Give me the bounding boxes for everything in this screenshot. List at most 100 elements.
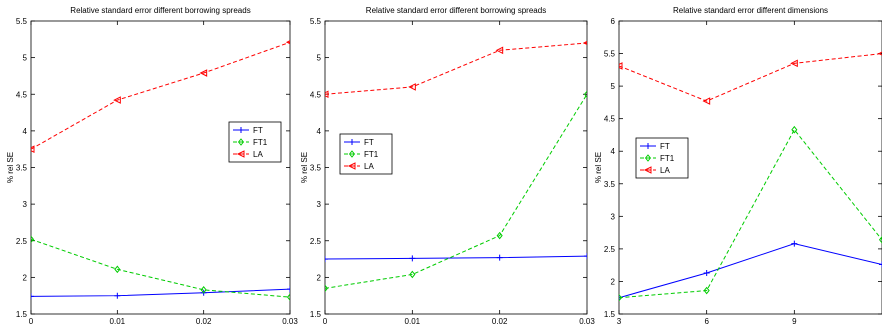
panel-3-ft-point-3	[791, 240, 798, 247]
panel-3-series-la	[619, 51, 882, 105]
panel-3-ytick-label: 1.5	[604, 310, 616, 319]
panel-3-series-ft	[619, 240, 882, 301]
panel-3-ft1-point-2	[703, 286, 710, 295]
panel-1-ft-point-1	[31, 293, 34, 300]
panel-1-title: Relative standard error different borrow…	[70, 6, 250, 15]
panel-2-legend-ft-label: FT	[364, 138, 374, 147]
panel-1-series-la	[31, 40, 290, 153]
panel-2-ytick-label: 2.5	[310, 237, 322, 246]
panel-3-legend-box	[635, 137, 689, 179]
panel-2-ytick-label: 4	[317, 127, 322, 136]
panel-1-xtick-label: 0.01	[110, 317, 126, 326]
panel-1-la-point-3	[199, 69, 208, 77]
panel-1-ft1-point-4	[286, 293, 290, 301]
panel-3-ft1-line	[619, 128, 882, 299]
panel-2-ft-point-2	[409, 255, 416, 262]
panel-1-ytick-label: 2.5	[16, 237, 28, 246]
panel-3-la-point-2	[702, 97, 711, 105]
panel-3-ytick-label: 3	[611, 212, 616, 221]
panel-1-legend-ft1-marker	[237, 138, 245, 146]
panel-3-ytick-label: 5	[611, 82, 616, 91]
panel-3-ft-point-4	[879, 261, 882, 268]
panel-3-legend-ft1-marker	[644, 154, 652, 162]
panel-1-ft-line	[31, 288, 290, 297]
panel-1-ytick-label: 3.5	[16, 164, 28, 173]
panel-3-ytick-label: 2	[611, 277, 616, 286]
panel-2-ft-point-3	[496, 254, 503, 261]
panel-3-ft-point-2	[703, 269, 710, 276]
panel-1-ytick-label: 2	[23, 273, 28, 282]
panel-1-legend: FT FT1 LA	[228, 121, 282, 163]
panel-1-legend-ft1-label: FT1	[253, 138, 268, 147]
panel-2-la-point-2	[408, 83, 416, 91]
panel-2-xtick-label: 0.02	[492, 317, 508, 326]
panel-1-ytick-label: 3	[23, 200, 28, 209]
panel-3-legend-ft-marker	[645, 143, 651, 149]
panel-2-ft1-point-3	[496, 231, 503, 240]
panel-1-la-line	[31, 41, 290, 150]
panel-3-ytick-label: 4	[611, 147, 616, 156]
panel-2-legend-ft1-label: FT1	[364, 150, 379, 159]
panel-2-la-point-3	[495, 46, 504, 55]
panel-3-ytick-label: 5.5	[604, 50, 616, 59]
panel-3-legend-ft1-label: FT1	[660, 154, 675, 163]
panel-1-ytick-label: 1.5	[16, 310, 28, 319]
panel-1-legend-la-label: LA	[253, 150, 263, 159]
panel-1-ft1-point-1	[31, 235, 35, 244]
panel-2-ytick-label: 4.5	[310, 90, 322, 99]
panel-2-ytick-label: 5	[317, 54, 322, 63]
panel-1-ytick-label: 5	[23, 54, 28, 63]
panel-2-legend: FT FT1 LA	[339, 133, 393, 175]
panel-2-ft1-point-1	[325, 284, 329, 293]
panel-3-la-line	[619, 53, 882, 102]
panel-2-la-line	[325, 42, 587, 95]
panel-2-legend-la-marker	[347, 162, 356, 170]
panel-2-ft1-point-2	[409, 270, 416, 279]
panel-3-ytick-label: 3.5	[604, 180, 616, 189]
panel-2-ytick-label: 3	[317, 200, 322, 209]
panel-1-ytick-label: 4.5	[16, 90, 28, 99]
panel-3-legend-la-label: LA	[660, 166, 670, 175]
panel-1-ft-point-4	[287, 286, 290, 293]
panel-1-xtick-label: 0.02	[196, 317, 212, 326]
panel-2-legend-ft1-marker	[348, 150, 356, 158]
panel-2-legend-la-label: LA	[364, 162, 374, 171]
panel-1-legend-ft-marker	[238, 127, 244, 133]
panel-3-ft1-point-4	[878, 235, 882, 244]
panel-2-title: Relative standard error different borrow…	[366, 6, 546, 15]
panel-2-series-ft1	[325, 90, 587, 293]
panel-2-xtick-label: 0.01	[405, 317, 421, 326]
panel-1-legend-ft-label: FT	[253, 126, 263, 135]
panel-3-legend-ft-label: FT	[660, 142, 670, 151]
panel-3-la-point-1	[619, 62, 623, 70]
panel-3-legend: FT FT1 LA	[635, 137, 689, 179]
panel-1-series-ft1	[31, 235, 290, 301]
panel-2-ytick-label: 1.5	[310, 310, 322, 319]
panel-3-ft-line	[619, 243, 882, 299]
panel-2-ytick-label: 2	[317, 273, 322, 282]
panel-1-ylabel: % rel SE	[6, 152, 15, 183]
panel-3-xtick-label: 3	[617, 317, 622, 326]
panel-2-xtick-label: 0.03	[579, 317, 595, 326]
panel-1-la-point-2	[113, 96, 121, 104]
panel-2-ylabel: % rel SE	[300, 152, 309, 183]
panel-3: Relative standard error different dimens…	[594, 6, 882, 328]
panel-3-series-ft1	[619, 125, 882, 302]
panel-2-xtick-label: 0	[323, 317, 328, 326]
panel-2-ytick-label: 5.5	[310, 17, 322, 26]
panel-3-xtick-label: 6	[704, 317, 709, 326]
panel-1-ft1-line	[31, 238, 290, 298]
panel-1-legend-la-marker	[236, 150, 245, 158]
panel-2-ft1-point-4	[583, 90, 587, 99]
panel-1-ft1-point-2	[114, 265, 121, 274]
panel-1-ft1-point-3	[200, 286, 207, 294]
panel-3-ytick-label: 4.5	[604, 115, 616, 124]
panel-2-ft-line	[325, 255, 587, 260]
panel-1-ft-point-2	[114, 292, 121, 299]
panel-2-legend-box	[339, 133, 393, 175]
panel-3-ft1-point-3	[791, 125, 798, 134]
panel-3-ylabel: % rel SE	[594, 152, 603, 183]
panel-2-legend-ft-marker	[349, 139, 355, 145]
panel-2-ytick-label: 3.5	[310, 164, 322, 173]
